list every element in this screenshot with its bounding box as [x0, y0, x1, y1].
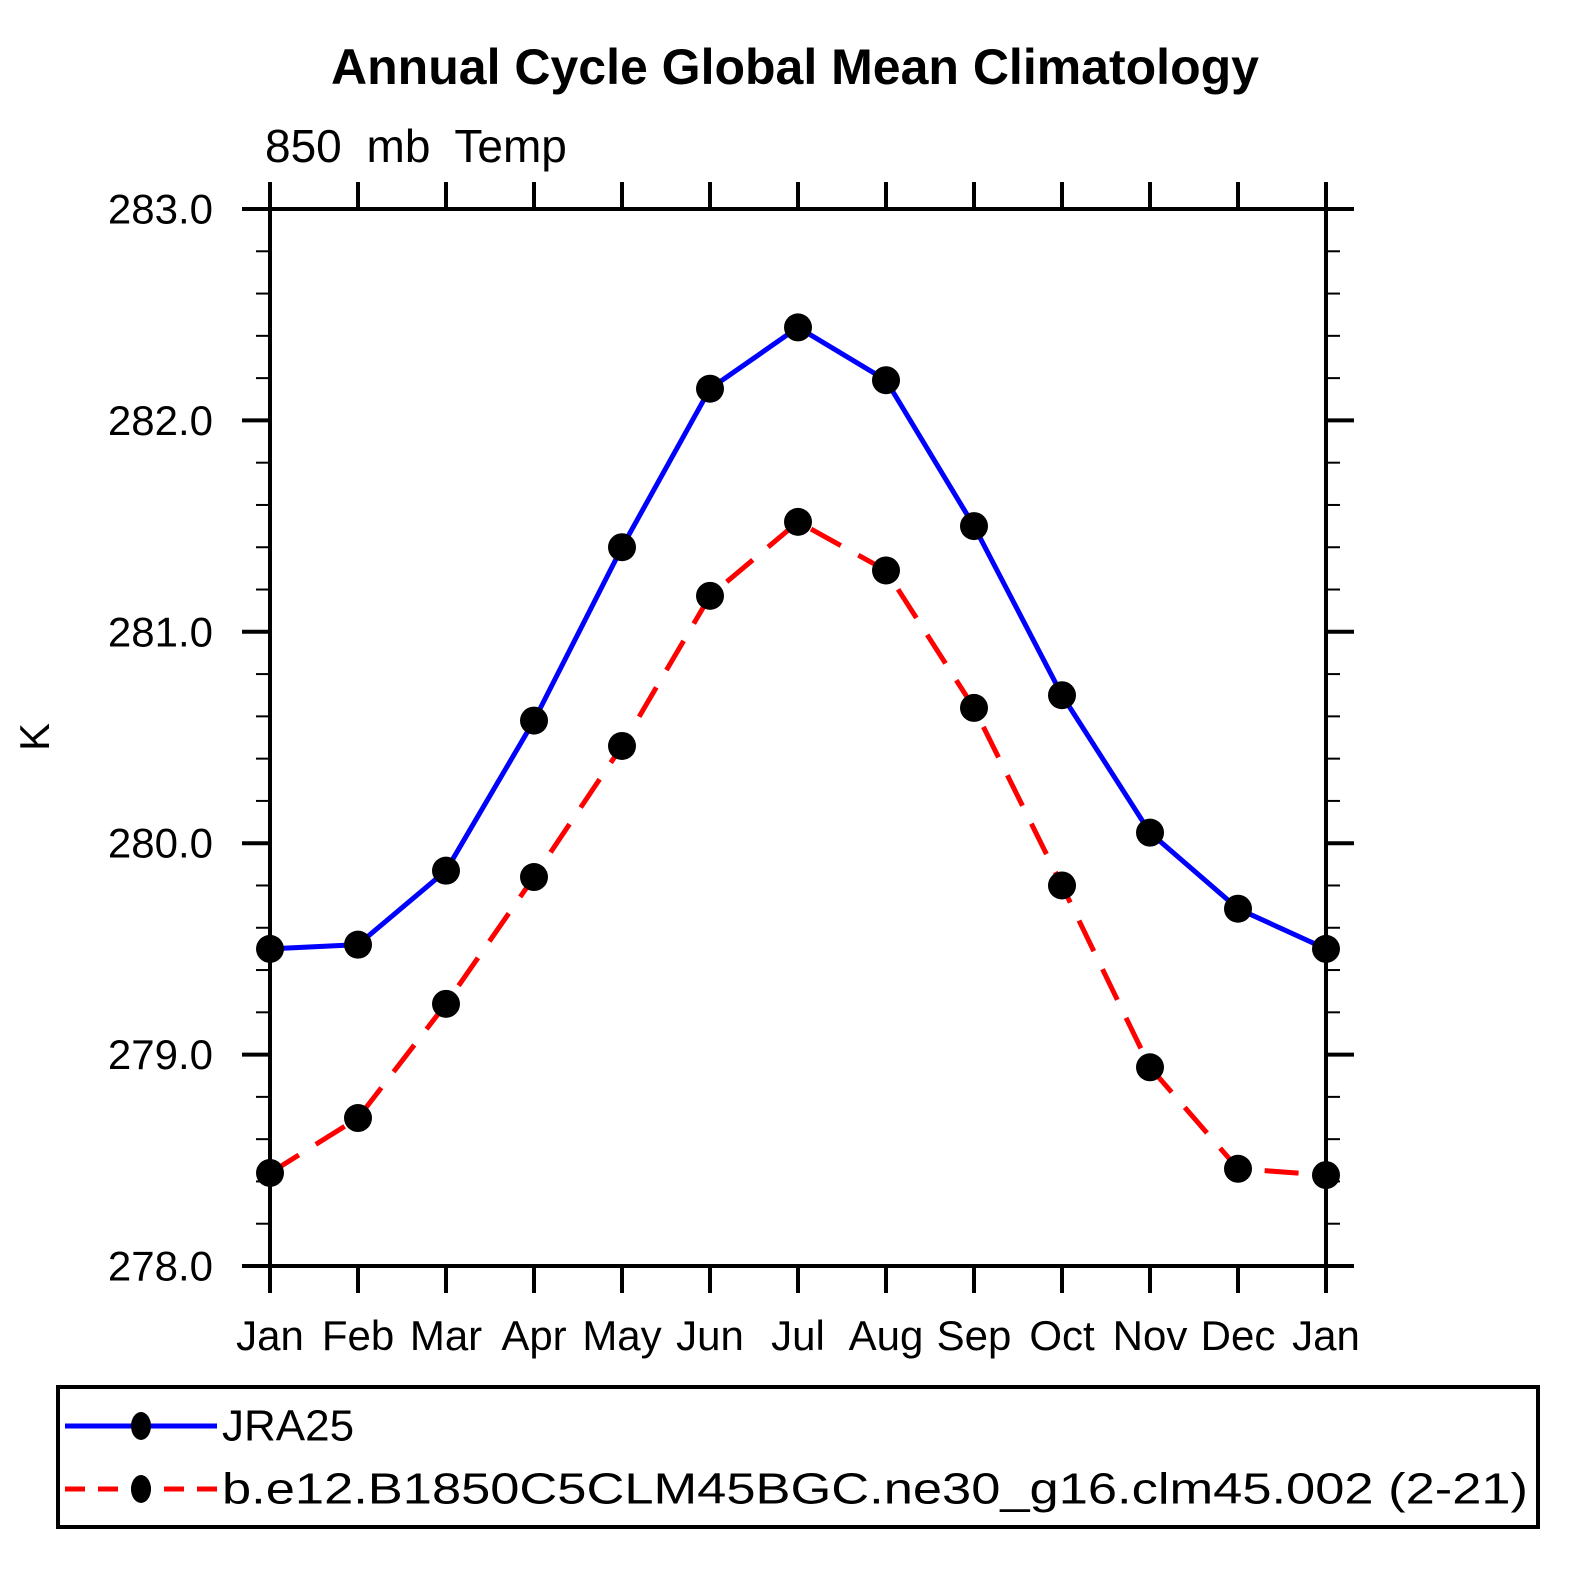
data-point-marker: [608, 533, 636, 562]
y-tick-label: 282.0: [108, 397, 213, 444]
chart-title: Annual Cycle Global Mean Climatology: [331, 39, 1259, 95]
x-tick-label: Jan: [1292, 1312, 1360, 1359]
x-tick-label: Aug: [849, 1312, 924, 1359]
legend-marker-jra25: [131, 1412, 151, 1440]
x-tick-label: Nov: [1113, 1312, 1188, 1359]
data-point-marker: [1048, 871, 1076, 900]
legend-marker-model: [131, 1475, 151, 1503]
y-tick-label: 279.0: [108, 1031, 213, 1078]
x-tick-label: Mar: [410, 1312, 482, 1359]
data-point-marker: [432, 989, 460, 1018]
x-tick-label: Dec: [1201, 1312, 1276, 1359]
x-tick-label: Jun: [676, 1312, 744, 1359]
data-point-marker: [696, 374, 724, 403]
data-point-marker: [1224, 1154, 1252, 1183]
x-tick-label: Sep: [937, 1312, 1012, 1359]
data-point-marker: [608, 731, 636, 760]
data-point-marker: [1312, 1161, 1340, 1190]
x-tick-label: May: [582, 1312, 661, 1359]
data-point-marker: [344, 1104, 372, 1133]
legend-label-model: b.e12.B1850C5CLM45BGC.ne30_g16.clm45.002…: [222, 1465, 1528, 1514]
data-point-marker: [520, 863, 548, 892]
data-point-marker: [784, 313, 812, 342]
y-tick-label: 280.0: [108, 820, 213, 867]
x-tick-label: Oct: [1029, 1312, 1095, 1359]
series-lines: [256, 313, 1340, 1190]
data-point-marker: [1224, 894, 1252, 923]
legend: JRA25 b.e12.B1850C5CLM45BGC.ne30_g16.clm…: [56, 1385, 1540, 1529]
data-point-marker: [256, 1158, 284, 1187]
x-tick-label: Feb: [322, 1312, 394, 1359]
data-point-marker: [256, 934, 284, 963]
data-point-marker: [1136, 818, 1164, 847]
data-point-marker: [432, 856, 460, 885]
plot-frame: [268, 207, 1328, 1268]
data-point-marker: [1048, 681, 1076, 710]
chart-subtitle: 850 mb Temp: [265, 120, 567, 172]
axes: 278.0 279.0 280.0 281.0 282.0 283.0 Jan Feb Mar A…: [108, 182, 1360, 1359]
data-point-marker: [960, 512, 988, 541]
legend-box: [56, 1385, 1540, 1529]
data-point-marker: [872, 366, 900, 395]
x-tick-label: Apr: [501, 1312, 566, 1359]
x-tick-label: Jul: [771, 1312, 825, 1359]
data-point-marker: [696, 581, 724, 610]
data-point-marker: [344, 930, 372, 959]
x-tick-label: Jan: [236, 1312, 304, 1359]
y-axis-label: K: [11, 723, 58, 751]
y-tick-label: 281.0: [108, 608, 213, 655]
data-point-marker: [960, 693, 988, 722]
legend-label-jra25: JRA25: [222, 1402, 354, 1451]
data-point-marker: [520, 706, 548, 735]
data-point-marker: [1136, 1053, 1164, 1082]
y-tick-label: 283.0: [108, 186, 213, 233]
data-point-marker: [1312, 934, 1340, 963]
y-tick-label: 278.0: [108, 1243, 213, 1290]
data-point-marker: [784, 507, 812, 536]
data-point-marker: [872, 556, 900, 585]
series-line-0: [269, 324, 1328, 952]
